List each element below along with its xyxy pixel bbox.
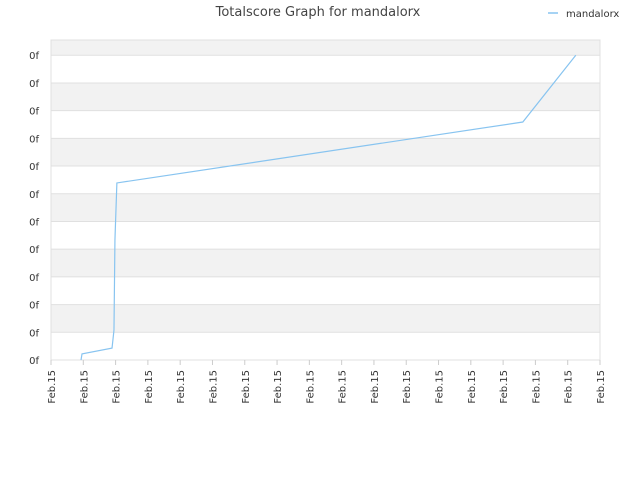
x-tick-label: Feb.15 [176, 370, 187, 404]
y-tick-label: 0f [29, 273, 39, 284]
grid-band [51, 193, 600, 222]
x-tick-label: Feb.15 [499, 370, 510, 404]
x-tick-label: Feb.15 [402, 370, 413, 404]
series-line [80, 54, 577, 361]
x-tick-label: Feb.15 [370, 370, 381, 404]
chart-title: Totalscore Graph for mandalorx [215, 5, 421, 20]
y-tick-label: 0f [29, 51, 39, 62]
y-tick-label: 0f [29, 162, 39, 173]
grid-band [51, 82, 600, 111]
x-tick-label: Feb.15 [467, 370, 478, 404]
x-tick-label: Feb.15 [79, 370, 90, 404]
x-tick-label: Feb.15 [596, 370, 607, 404]
x-tick-label: Feb.15 [144, 370, 155, 404]
x-tick-label: Feb.15 [47, 370, 58, 404]
x-tick-label: Feb.15 [338, 370, 349, 404]
bands [51, 40, 600, 333]
y-tick-label: 0f [29, 190, 39, 201]
y-tick-label: 0f [29, 245, 39, 256]
y-tick-label: 0f [29, 217, 39, 228]
x-tick-label: Feb.15 [305, 370, 316, 404]
grid-band [51, 249, 600, 277]
x-tick-label: Feb.15 [531, 370, 542, 404]
grid-band [51, 40, 600, 56]
y-tick-label: 0f [29, 301, 39, 312]
x-tick-label: Feb.15 [241, 370, 252, 404]
y-tick-label: 0f [29, 356, 39, 367]
grid-band [51, 304, 600, 333]
x-tick-label: Feb.15 [112, 370, 123, 404]
x-tick-label: Feb.15 [273, 370, 284, 404]
y-tick-label: 0f [29, 107, 39, 118]
y-tick-label: 0f [29, 328, 39, 339]
x-tick-label: Feb.15 [435, 370, 446, 404]
y-tick-label: 0f [29, 79, 39, 90]
y-tick-label: 0f [29, 134, 39, 145]
legend-label: mandalorx [566, 9, 619, 20]
x-tick-label: Feb.15 [564, 370, 575, 404]
x-tick-label: Feb.15 [208, 370, 219, 404]
